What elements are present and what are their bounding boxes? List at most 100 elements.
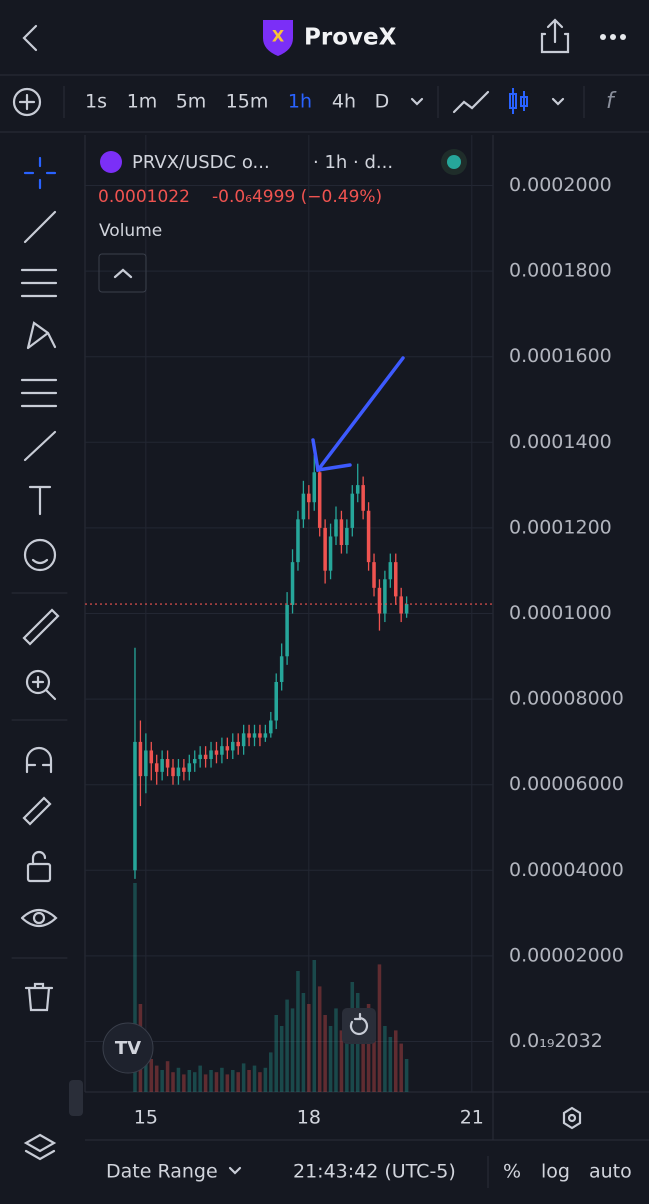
y-tick-label: 0.0001000 bbox=[509, 602, 612, 624]
volume-bar bbox=[263, 1067, 268, 1092]
interval[interactable]: 15m bbox=[226, 91, 269, 113]
crosshair-tool[interactable] bbox=[23, 156, 57, 190]
lock-draw-tool[interactable] bbox=[22, 796, 52, 826]
candle-body bbox=[307, 493, 311, 503]
candle-body bbox=[345, 527, 349, 546]
indicator: Volume bbox=[99, 221, 162, 241]
volume-bar bbox=[339, 1030, 344, 1092]
interval-menu[interactable] bbox=[410, 97, 424, 106]
visibility-tool[interactable] bbox=[20, 908, 58, 928]
interval[interactable]: 5m bbox=[176, 91, 207, 113]
interval[interactable]: 1m bbox=[127, 91, 158, 113]
line-type[interactable] bbox=[452, 90, 490, 114]
volume-bar bbox=[182, 1074, 186, 1092]
candle-body bbox=[154, 763, 159, 772]
volume-bar bbox=[220, 1067, 224, 1092]
candle-body bbox=[209, 750, 213, 760]
candle-body bbox=[383, 579, 387, 614]
volume-bar bbox=[154, 1065, 159, 1092]
candle-type[interactable] bbox=[509, 88, 528, 114]
pattern-tool[interactable] bbox=[26, 321, 57, 350]
percent-toggle[interactable]: % bbox=[503, 1161, 521, 1183]
back-button[interactable] bbox=[22, 24, 38, 52]
volume-bar bbox=[312, 960, 317, 1092]
interval[interactable]: 4h bbox=[332, 91, 356, 113]
y-tick-label: 0.00004000 bbox=[509, 859, 624, 881]
symbol-icon bbox=[100, 151, 122, 173]
volume-bar bbox=[198, 1065, 202, 1092]
lock-tool[interactable] bbox=[26, 850, 52, 883]
candle-body bbox=[241, 733, 246, 747]
volume-bar bbox=[225, 1074, 230, 1092]
volume-bar bbox=[231, 1070, 235, 1092]
candle-body bbox=[377, 587, 382, 614]
y-tick-label: 0.0001400 bbox=[509, 431, 612, 453]
candle-body bbox=[301, 493, 306, 520]
volume-bar bbox=[279, 1026, 284, 1092]
auto-toggle[interactable]: auto bbox=[589, 1161, 632, 1183]
candle-body bbox=[171, 767, 175, 777]
volume-bar bbox=[301, 993, 306, 1092]
candle-body bbox=[334, 519, 338, 537]
date-range[interactable]: Date Range bbox=[106, 1161, 218, 1183]
y-tick-label: 0.00006000 bbox=[509, 773, 624, 795]
zoom-tool[interactable] bbox=[25, 669, 57, 701]
trend-tool[interactable] bbox=[23, 210, 57, 244]
y-tick-label: 0.00008000 bbox=[509, 688, 624, 710]
volume-bar bbox=[252, 1065, 257, 1092]
more-button[interactable] bbox=[600, 34, 626, 40]
candle-body bbox=[285, 604, 289, 657]
volume-bar bbox=[366, 1004, 371, 1092]
candle-body bbox=[149, 750, 154, 764]
delete-tool[interactable] bbox=[24, 982, 54, 1012]
candle-body bbox=[176, 767, 181, 777]
volume-bar bbox=[388, 1037, 393, 1092]
tv-logo[interactable] bbox=[102, 1022, 154, 1074]
collapse-legend[interactable] bbox=[98, 253, 147, 293]
volume-bar bbox=[323, 1015, 327, 1092]
candle-body bbox=[274, 681, 278, 721]
volume-bar bbox=[149, 1059, 154, 1092]
candle-body bbox=[290, 562, 295, 605]
candle-body bbox=[138, 741, 143, 777]
indicators-button[interactable]: f bbox=[606, 89, 617, 114]
volume-bar bbox=[383, 1026, 387, 1092]
ruler-tool[interactable] bbox=[22, 608, 60, 646]
text-tool[interactable] bbox=[28, 485, 52, 516]
range-menu bbox=[228, 1166, 242, 1175]
interval[interactable]: D bbox=[375, 91, 390, 113]
forecast-tool[interactable] bbox=[20, 378, 58, 408]
reset-button[interactable] bbox=[342, 1008, 376, 1044]
candle-body bbox=[220, 746, 224, 755]
volume-bar bbox=[377, 964, 382, 1092]
share-button[interactable] bbox=[540, 18, 570, 54]
log-toggle[interactable]: log bbox=[541, 1161, 570, 1183]
arrow-tool[interactable] bbox=[23, 430, 57, 462]
change: -0.0₆4999 (−0.49%) bbox=[212, 187, 382, 207]
fib-tool[interactable] bbox=[20, 268, 58, 298]
svg-text:X: X bbox=[272, 27, 285, 46]
candle-body bbox=[225, 746, 230, 751]
emoji-tool[interactable] bbox=[23, 538, 57, 572]
candle-body bbox=[231, 741, 235, 751]
add-button[interactable] bbox=[12, 87, 42, 117]
volume-bar bbox=[144, 1043, 148, 1092]
settings-button[interactable] bbox=[562, 1106, 582, 1130]
app-title: ProveX bbox=[304, 25, 397, 51]
interval[interactable]: 1s bbox=[85, 91, 107, 113]
y-tick-label: 0.0001800 bbox=[509, 260, 612, 282]
volume-bar bbox=[269, 1052, 273, 1092]
collapse-handle[interactable] bbox=[69, 1080, 83, 1116]
candle-body bbox=[133, 741, 137, 871]
type-menu[interactable] bbox=[551, 97, 565, 106]
meta: · 1h · d... bbox=[313, 152, 393, 173]
magnet-tool[interactable] bbox=[25, 746, 53, 774]
candle-body bbox=[279, 656, 284, 682]
volume-bar bbox=[192, 1072, 197, 1092]
interval[interactable]: 1h bbox=[288, 91, 312, 113]
settings-dot bbox=[567, 1113, 577, 1123]
volume-bar bbox=[307, 1004, 311, 1092]
layers-button[interactable] bbox=[23, 1133, 57, 1161]
